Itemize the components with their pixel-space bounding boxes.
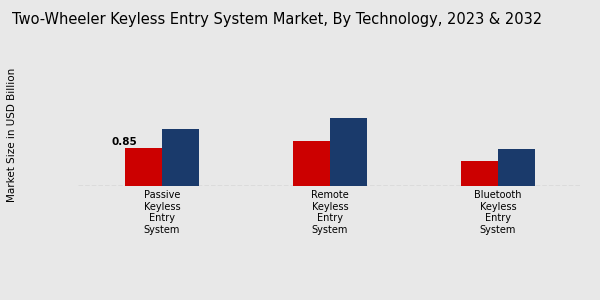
Bar (293, 140, 330, 186)
Bar (461, 161, 498, 186)
Bar (498, 149, 535, 186)
Text: Two-Wheeler Keyless Entry System Market, By Technology, 2023 & 2032: Two-Wheeler Keyless Entry System Market,… (12, 12, 542, 27)
Bar (125, 148, 162, 186)
Bar (330, 118, 367, 186)
Bar (162, 129, 199, 186)
Text: Market Size in USD Billion: Market Size in USD Billion (7, 68, 17, 202)
Text: 0.85: 0.85 (111, 137, 137, 147)
